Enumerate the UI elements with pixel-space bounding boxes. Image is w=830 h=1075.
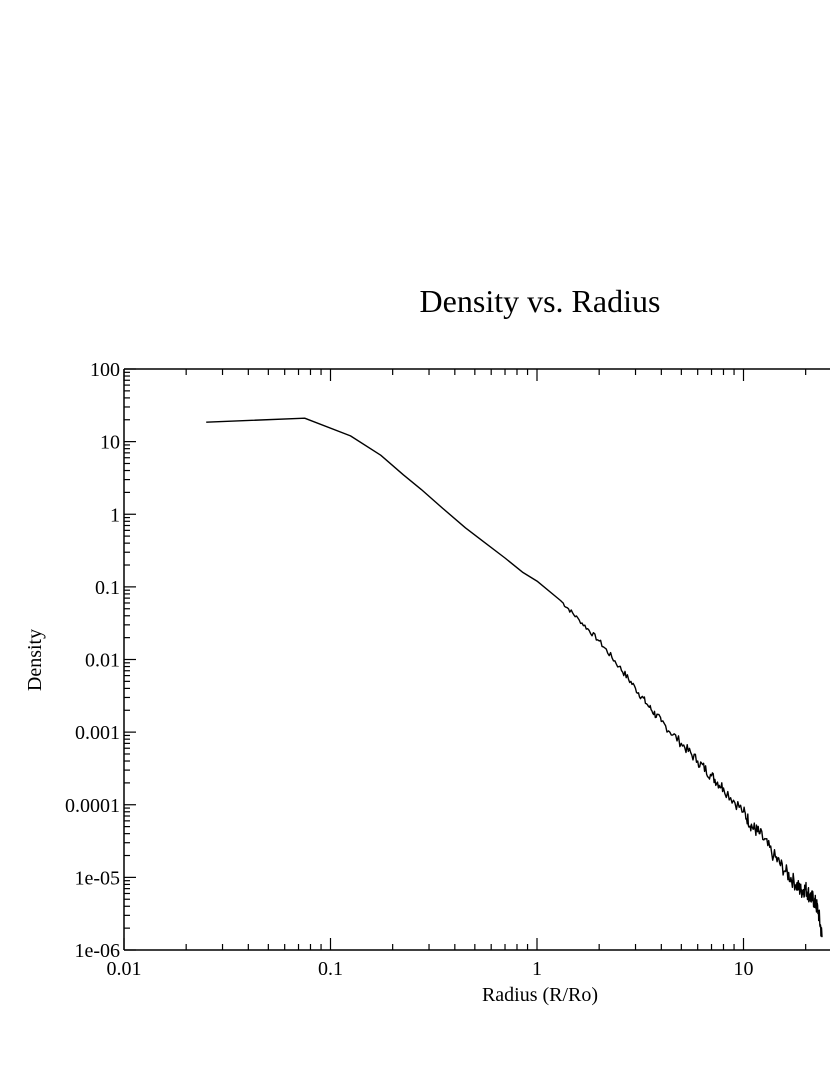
x-tick-label: 0.01 (107, 958, 142, 980)
x-tick-label: 1 (532, 958, 542, 980)
y-tick-label: 1e-06 (74, 940, 120, 962)
x-axis-label: Radius (R/Ro) (482, 984, 598, 1006)
x-tick-label: 0.1 (318, 958, 343, 980)
axis-ticks (123, 368, 807, 951)
y-tick-label: 1e-05 (74, 867, 120, 889)
y-tick-label: 0.001 (75, 722, 120, 744)
y-tick-label: 1 (110, 504, 120, 526)
y-axis-label: Density (24, 629, 46, 691)
y-tick-label: 0.0001 (65, 795, 120, 817)
series-layer (206, 417, 823, 938)
y-tick-label: 100 (90, 359, 120, 381)
y-tick-label: 0.1 (95, 577, 120, 599)
x-tick-label: 10 (734, 958, 754, 980)
tick-labels: 0.01 0.1 1 10 100 10 1 0.1 0.01 0.001 0.0001 1e-05 1… (65, 359, 754, 980)
plot-axes (123, 368, 830, 951)
y-tick-label: 10 (100, 432, 120, 454)
density-series-line (206, 417, 823, 938)
y-tick-label: 0.01 (85, 650, 120, 672)
chart-title: Density vs. Radius (420, 283, 661, 319)
